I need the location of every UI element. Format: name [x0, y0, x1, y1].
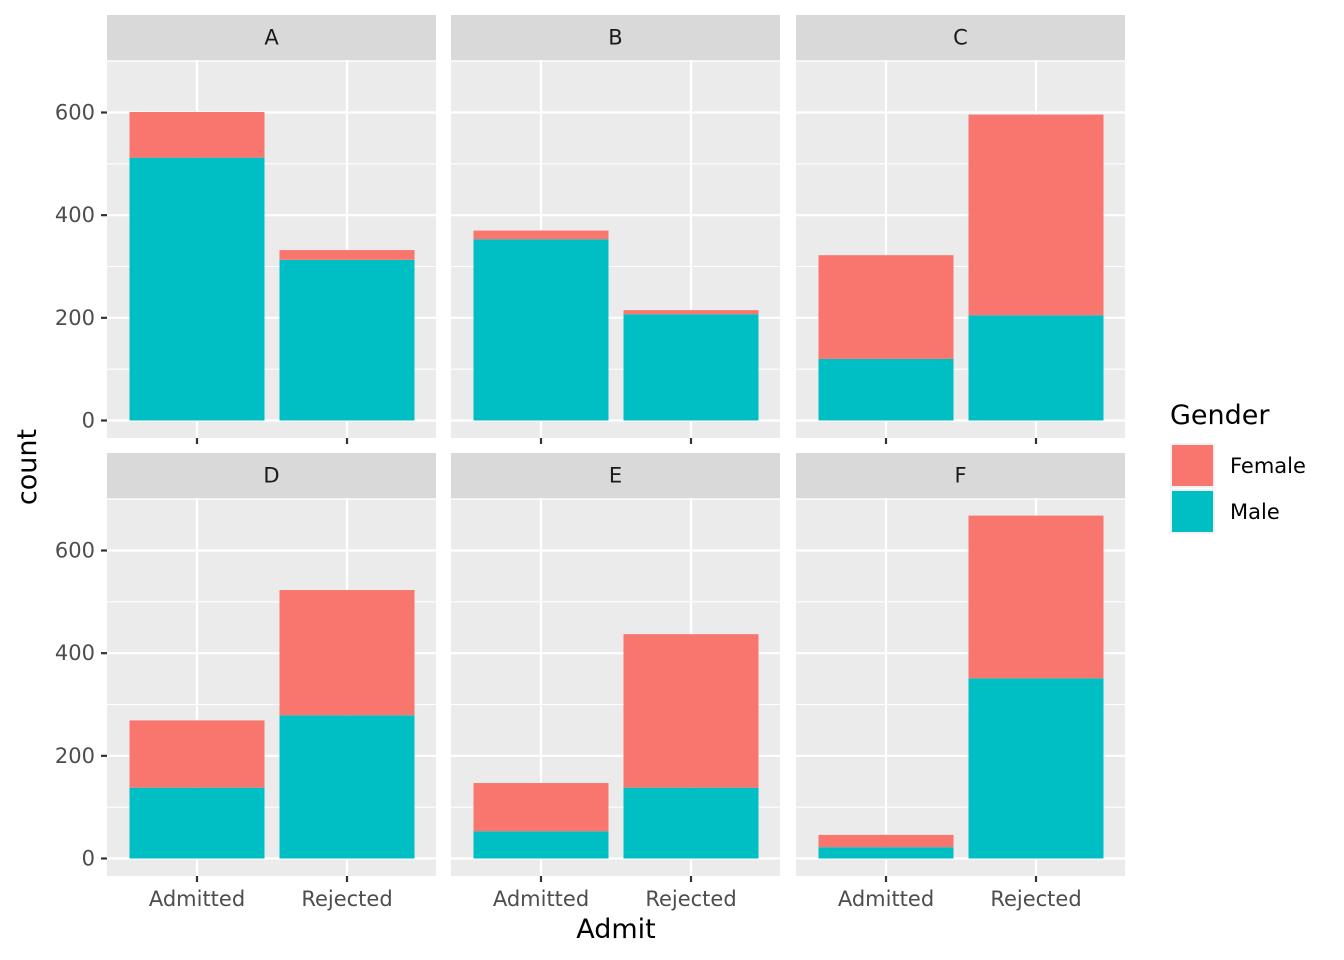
- bar-female-admitted: [473, 783, 609, 832]
- legend-label-female: Female: [1230, 454, 1306, 478]
- y-tick-label: 0: [82, 847, 95, 871]
- facet-strip-label: B: [608, 26, 622, 50]
- legend: Gender Female Male: [1170, 400, 1306, 534]
- legend-label-male: Male: [1230, 500, 1280, 524]
- legend-key-male: [1172, 491, 1213, 532]
- bar-male-rejected: [968, 315, 1104, 421]
- bar-male-admitted: [473, 239, 609, 421]
- bar-female-admitted: [473, 230, 609, 240]
- facet-panels: A B C D E F: [107, 15, 1125, 876]
- facet-panel-a: A: [107, 15, 436, 438]
- y-axis-title: count: [12, 429, 43, 505]
- facet-strip: [796, 15, 1125, 60]
- y-tick-label: 200: [55, 744, 95, 768]
- bar-female-rejected: [623, 310, 759, 315]
- bar-female-admitted: [129, 720, 265, 788]
- facet-strip-label: A: [264, 26, 279, 50]
- bar-female-admitted: [818, 834, 954, 848]
- axes: Admitted Rejected Admitted Rejected Admitted…: [55, 101, 1082, 912]
- x-tick-label: Admitted: [838, 887, 934, 911]
- bar-female-rejected: [279, 250, 415, 260]
- bar-male-admitted: [129, 787, 265, 859]
- x-tick-label: Rejected: [990, 887, 1081, 911]
- facet-strip-label: D: [263, 464, 279, 488]
- x-axis-title: Admit: [576, 914, 656, 945]
- facet-strip: [451, 453, 780, 498]
- bar-female-rejected: [623, 634, 759, 788]
- y-tick-label: 0: [82, 409, 95, 433]
- facet-strip-label: E: [609, 464, 622, 488]
- bar-male-rejected: [968, 678, 1104, 859]
- bar-male-rejected: [623, 314, 759, 421]
- bar-male-rejected: [279, 715, 415, 859]
- bar-male-admitted: [129, 157, 265, 421]
- facet-strip-label: F: [954, 464, 966, 488]
- bar-male-rejected: [623, 787, 759, 859]
- facet-panel-d: D: [107, 453, 436, 876]
- facet-strip: [107, 15, 436, 60]
- x-tick-label: Rejected: [301, 887, 392, 911]
- bar-female-admitted: [129, 111, 265, 158]
- facet-strip: [107, 453, 436, 498]
- legend-key-female: [1172, 445, 1213, 486]
- y-tick-label: 200: [55, 306, 95, 330]
- bar-female-admitted: [818, 255, 954, 359]
- x-tick-label: Rejected: [645, 887, 736, 911]
- bar-female-rejected: [968, 515, 1104, 679]
- y-tick-label: 600: [55, 101, 95, 125]
- y-tick-label: 600: [55, 539, 95, 563]
- y-tick-label: 400: [55, 641, 95, 665]
- facet-panel-c: C: [796, 15, 1125, 438]
- x-tick-label: Admitted: [493, 887, 589, 911]
- bar-male-admitted: [818, 847, 954, 859]
- bar-female-rejected: [968, 114, 1104, 316]
- facet-panel-e: E: [451, 453, 780, 876]
- bar-male-admitted: [473, 831, 609, 859]
- facet-strip: [796, 453, 1125, 498]
- facet-panel-b: B: [451, 15, 780, 438]
- bar-male-admitted: [818, 358, 954, 421]
- facet-strip-label: C: [953, 26, 968, 50]
- facet-strip: [451, 15, 780, 60]
- y-tick-label: 400: [55, 203, 95, 227]
- x-tick-label: Admitted: [149, 887, 245, 911]
- legend-title: Gender: [1170, 400, 1270, 431]
- facet-panel-f: F: [796, 453, 1125, 876]
- bar-male-rejected: [279, 259, 415, 421]
- bar-female-rejected: [279, 590, 415, 716]
